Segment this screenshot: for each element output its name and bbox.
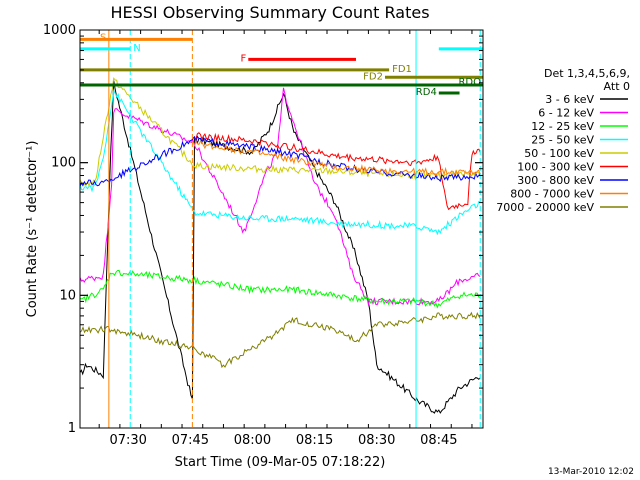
- x-tick-label: 08:30: [358, 433, 395, 448]
- series-line: [79, 77, 481, 188]
- legend-label: 12 - 25 keV: [531, 120, 594, 133]
- plot-frame: [79, 29, 484, 429]
- axis-ticks: 07:30 07:45 08:00 08:15 08:30 08:45 1 10 100 1000: [43, 23, 483, 448]
- series-line: [194, 132, 481, 211]
- legend-label: 6 - 12 keV: [538, 107, 594, 120]
- series-line: [79, 80, 481, 414]
- x-tick-label: 08:45: [420, 433, 457, 448]
- interval-bar-label: N: [133, 43, 140, 54]
- chart-title: HESSI Observing Summary Count Rates: [110, 3, 429, 22]
- y-tick-label: 1000: [43, 23, 76, 38]
- footer-date: 13-Mar-2010 12:02: [548, 467, 634, 477]
- interval-bar-label: F: [241, 53, 247, 64]
- series-line: [79, 88, 481, 236]
- x-tick-label: 08:00: [234, 433, 271, 448]
- legend-label: 3 - 6 keV: [545, 93, 594, 106]
- y-tick-label: 1: [68, 421, 76, 436]
- legend-label: 7000 - 20000 keV: [496, 201, 594, 214]
- series-layer: [79, 77, 481, 414]
- x-tick-label: 08:15: [296, 433, 333, 448]
- series-line: [194, 139, 481, 177]
- vertical-marker-layer: [108, 30, 481, 428]
- interval-bar-label: RD4: [416, 87, 437, 98]
- series-line: [79, 135, 481, 187]
- x-tick-label: 07:30: [109, 433, 146, 448]
- legend-label: 300 - 800 keV: [517, 174, 594, 187]
- legend-label: 800 - 7000 keV: [510, 188, 594, 201]
- legend-title-line1: Det 1,3,4,5,6,9,: [544, 67, 630, 80]
- x-axis-label: Start Time (09-Mar-05 07:18:22): [175, 455, 386, 470]
- legend-title-line2: Att 0: [604, 80, 630, 93]
- interval-bar-label: S: [100, 32, 106, 43]
- interval-bar-layer: S N F FD1 FD2 RDO RD4: [80, 32, 483, 98]
- series-line: [79, 270, 481, 309]
- y-tick-label: 100: [51, 156, 76, 171]
- legend-label: 25 - 50 keV: [531, 134, 594, 147]
- legend-label: 50 - 100 keV: [524, 147, 594, 160]
- y-tick-label: 10: [59, 288, 76, 303]
- series-line: [79, 87, 481, 306]
- interval-bar-label: FD2: [363, 71, 383, 82]
- y-axis-label: Count Rate (s⁻¹ detector⁻¹): [25, 141, 40, 318]
- interval-bar-label: FD1: [392, 64, 412, 75]
- interval-bar-label: RDO: [458, 77, 481, 88]
- series-line: [79, 311, 481, 369]
- legend-label: 100 - 300 keV: [517, 161, 594, 174]
- x-tick-label: 07:45: [172, 433, 209, 448]
